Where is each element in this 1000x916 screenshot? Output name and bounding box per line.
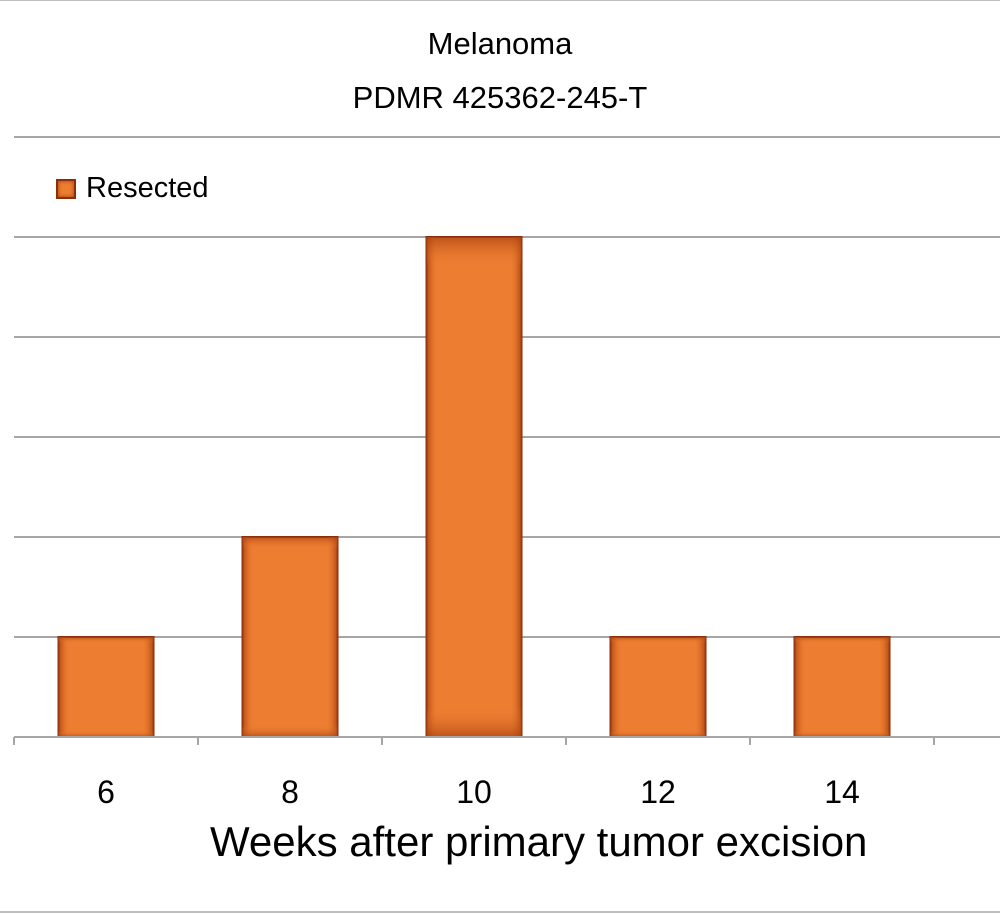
bar-shade-v <box>58 637 154 737</box>
bar <box>241 536 339 738</box>
bar <box>57 636 155 738</box>
x-tick-label: 14 <box>824 774 860 810</box>
legend: Resected <box>56 172 209 205</box>
x-tick-label: 12 <box>640 774 676 810</box>
bar <box>425 236 523 738</box>
bar-shade-v <box>426 237 522 737</box>
x-tick-labels: 6 8 10 12 14 <box>97 774 860 810</box>
chart-subtitle: PDMR 425362-245-T <box>352 80 648 115</box>
x-ticks <box>13 737 935 745</box>
bar-shade-v <box>610 637 706 737</box>
x-tick-label: 6 <box>97 774 115 810</box>
bar <box>609 636 707 738</box>
bar-shade-v <box>242 537 338 737</box>
bar <box>793 636 891 738</box>
bars <box>57 236 891 738</box>
legend-swatch-resected <box>56 178 76 199</box>
legend-label-resected: Resected <box>86 172 209 204</box>
x-tick-label: 8 <box>281 774 299 810</box>
x-axis-label: Weeks after primary tumor excision <box>210 818 868 865</box>
chart-title: Melanoma <box>427 26 573 61</box>
bar-shade-v <box>794 637 890 737</box>
x-tick-label: 10 <box>456 774 492 810</box>
